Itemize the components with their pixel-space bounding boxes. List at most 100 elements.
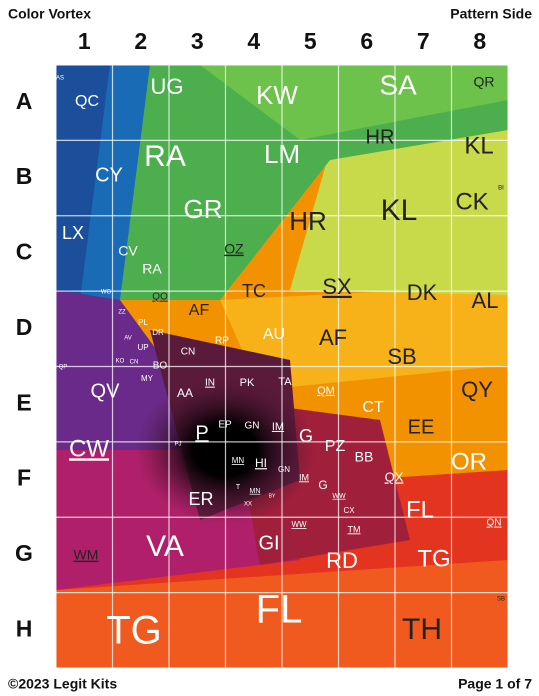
piece-label: QR (474, 74, 495, 90)
piece-label: UP (137, 343, 148, 352)
piece-label: OZ (224, 241, 244, 257)
piece-label: HI (255, 456, 267, 470)
column-label: 2 (134, 28, 147, 54)
page-number: Page 1 of 7 (458, 676, 532, 692)
piece-label: KW (256, 80, 298, 110)
column-label: 3 (191, 28, 204, 54)
piece-label: TG (417, 545, 450, 572)
row-label: F (17, 465, 31, 491)
piece-label: CT (362, 399, 384, 416)
piece-label: QX (385, 469, 404, 484)
piece-label: BB (355, 449, 374, 465)
row-label: B (16, 163, 33, 189)
piece-label: CW (69, 435, 109, 462)
piece-label: MY (141, 374, 154, 383)
piece-label: AV (124, 336, 132, 342)
piece-label: G (299, 426, 313, 446)
piece-label: FL (406, 496, 434, 523)
labels: AS QC UG KW SA QR HR KL RA LM CY BI CK GR HR KL LX CV OZ RA… (56, 69, 505, 652)
piece-label: QP (59, 365, 68, 371)
piece-label: CK (455, 188, 488, 215)
piece-label: FL (256, 588, 303, 632)
piece-label: AU (263, 326, 285, 343)
piece-label: GN (278, 465, 290, 474)
piece-label: KL (464, 132, 493, 159)
piece-label: IM (299, 472, 309, 482)
title: Color Vortex (8, 6, 91, 22)
piece-label: OR (451, 448, 487, 475)
piece-label: QO (152, 292, 168, 303)
piece-label: RD (326, 548, 358, 573)
row-label: C (16, 239, 33, 265)
piece-label: T (236, 484, 241, 491)
piece-label: TC (242, 281, 266, 301)
piece-label: PJ (174, 442, 181, 448)
piece-label: KL (381, 194, 418, 227)
piece-label: EE (408, 416, 435, 438)
piece-label: AA (177, 386, 193, 400)
piece-label: QY (461, 377, 493, 402)
piece-label: LM (264, 139, 300, 169)
column-label: 7 (417, 28, 430, 54)
piece-label: RA (142, 261, 162, 277)
piece-label: MN (250, 488, 261, 495)
piece-label: CN (181, 347, 195, 358)
piece-label: IM (272, 421, 284, 433)
column-label: 5 (304, 28, 317, 54)
piece-label: QC (75, 93, 99, 110)
piece-label: PZ (325, 438, 346, 455)
piece-label: ER (188, 489, 213, 509)
piece-label: EP (218, 420, 232, 431)
piece-label: WM (74, 547, 99, 563)
piece-label: WW (332, 493, 346, 500)
piece-label: QM (317, 385, 335, 397)
piece-label: GN (245, 421, 260, 432)
piece-label: AF (319, 325, 347, 350)
column-label: 1 (78, 28, 91, 54)
piece-label: SX (322, 274, 352, 299)
piece-label: IN (205, 378, 215, 389)
row-label: A (16, 88, 33, 114)
piece-label: HR (366, 126, 395, 148)
piece-label: VA (146, 530, 184, 563)
piece-label: CX (343, 506, 355, 515)
piece-label: UG (151, 74, 184, 99)
piece-label: LX (62, 223, 84, 243)
piece-label: DR (152, 328, 164, 337)
piece-label: QN (487, 518, 502, 529)
side-label: Pattern Side (450, 6, 532, 22)
piece-label: G (318, 478, 327, 492)
piece-label: TG (106, 609, 162, 653)
row-label: G (15, 540, 33, 566)
piece-label: CN (130, 360, 139, 366)
piece-label: AS (56, 76, 64, 82)
row-label: D (16, 314, 33, 340)
piece-label: PK (240, 377, 255, 389)
piece-label: AL (472, 288, 499, 313)
piece-label: SB (497, 597, 505, 603)
piece-label: CV (118, 243, 138, 259)
column-label: 4 (247, 28, 260, 54)
piece-label: RP (215, 336, 229, 347)
piece-label: MN (232, 456, 245, 465)
piece-label: KO (116, 359, 125, 365)
piece-label: QV (91, 380, 121, 402)
piece-label: WW (291, 520, 307, 529)
piece-label: TM (348, 524, 361, 534)
column-label: 6 (360, 28, 373, 54)
piece-label: ZZ (118, 310, 126, 316)
piece-label: RA (144, 140, 186, 173)
piece-label: WG (101, 290, 112, 296)
piece-label: CY (95, 164, 123, 186)
row-label: H (16, 615, 33, 641)
piece-label: P (195, 422, 208, 444)
piece-label: HR (289, 206, 327, 236)
piece-label: BY (269, 493, 276, 499)
grid (55, 64, 509, 669)
piece-label: SB (387, 344, 416, 369)
piece-label: SA (379, 69, 417, 100)
piece-label: BO (153, 361, 168, 372)
piece-label: XX (244, 502, 252, 508)
piece-label: GI (258, 532, 279, 554)
